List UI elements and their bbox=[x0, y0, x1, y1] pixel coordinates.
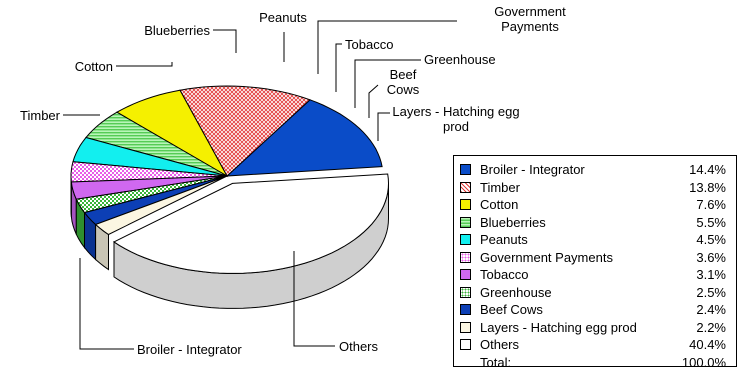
leader-line-beef-cows bbox=[369, 85, 378, 118]
callout-label-others: Others bbox=[339, 339, 379, 354]
legend-value: 5.5% bbox=[696, 215, 726, 230]
legend-value: 13.8% bbox=[689, 180, 726, 195]
legend-swatch bbox=[460, 287, 471, 298]
legend-swatch bbox=[460, 234, 471, 245]
legend-swatch bbox=[460, 199, 471, 210]
legend-value: 4.5% bbox=[696, 232, 726, 247]
legend-label: Broiler - Integrator bbox=[480, 162, 689, 177]
leader-line-layers-hatching-egg-prod bbox=[378, 113, 390, 141]
legend-label: Beef Cows bbox=[480, 302, 696, 317]
leader-line-tobacco bbox=[336, 44, 342, 92]
legend-total-label: Total: bbox=[460, 355, 682, 370]
callout-label-cotton: Cotton bbox=[75, 59, 113, 74]
legend-label: Government Payments bbox=[480, 250, 696, 265]
legend-value: 14.4% bbox=[689, 162, 726, 177]
legend-swatch bbox=[460, 322, 471, 333]
callout-label-greenhouse: Greenhouse bbox=[424, 52, 496, 67]
legend-swatch bbox=[460, 164, 471, 175]
legend-total-row: Total:100.0% bbox=[460, 354, 726, 371]
legend-label: Tobacco bbox=[480, 267, 696, 282]
callout-label-blueberries: Blueberries bbox=[144, 23, 210, 38]
legend-swatch bbox=[460, 304, 471, 315]
legend-value: 7.6% bbox=[696, 197, 726, 212]
legend-label: Others bbox=[480, 337, 689, 352]
legend-value: 2.4% bbox=[696, 302, 726, 317]
legend-label: Timber bbox=[480, 180, 689, 195]
callout-label-timber: Timber bbox=[20, 108, 61, 123]
legend-swatch bbox=[460, 269, 471, 280]
callout-label-tobacco: Tobacco bbox=[345, 37, 393, 52]
legend-swatch bbox=[460, 339, 471, 350]
leader-line-blueberries bbox=[213, 30, 236, 53]
legend-label: Peanuts bbox=[480, 232, 696, 247]
legend-swatch bbox=[460, 217, 471, 228]
legend-label: Greenhouse bbox=[480, 285, 696, 300]
legend-swatch bbox=[460, 252, 471, 263]
callout-label-peanuts: Peanuts bbox=[259, 10, 307, 25]
legend-label: Blueberries bbox=[480, 215, 696, 230]
leader-line-cotton bbox=[116, 62, 172, 66]
legend-swatch bbox=[460, 182, 471, 193]
legend-value: 2.2% bbox=[696, 320, 726, 335]
callout-label-broiler-integrator: Broiler - Integrator bbox=[137, 342, 242, 357]
legend-label: Cotton bbox=[480, 197, 696, 212]
legend-label: Layers - Hatching egg prod bbox=[480, 320, 696, 335]
legend-total-value: 100.0% bbox=[682, 355, 726, 370]
legend-value: 2.5% bbox=[696, 285, 726, 300]
legend-value: 3.1% bbox=[696, 267, 726, 282]
legend-value: 40.4% bbox=[689, 337, 726, 352]
legend-value: 3.6% bbox=[696, 250, 726, 265]
